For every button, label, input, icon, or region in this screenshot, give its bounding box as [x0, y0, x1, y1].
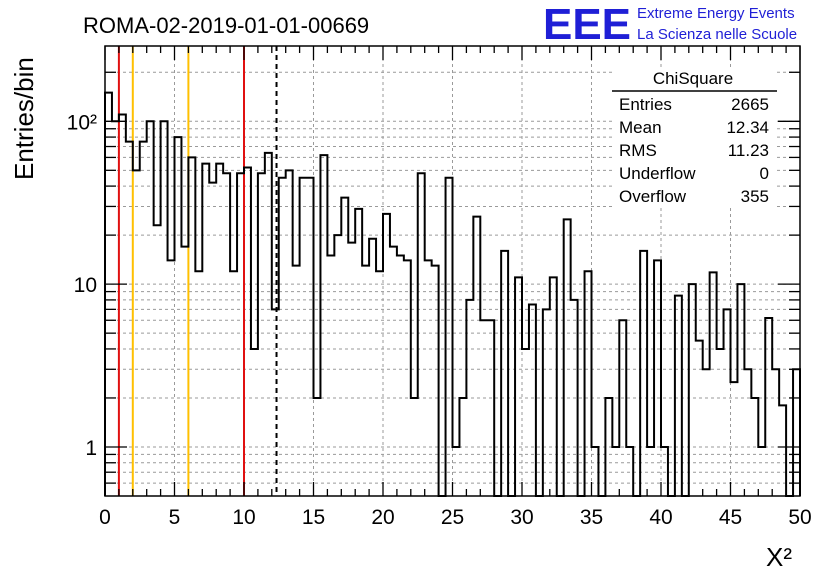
grid [105, 46, 800, 496]
stats-label-entries: Entries [619, 95, 672, 114]
y-tick-label: 10 [74, 274, 97, 297]
logo-subtitle-1: Extreme Energy Events [637, 5, 795, 22]
x-tick-label: 5 [169, 506, 181, 529]
stats-label-underflow: Underflow [619, 164, 696, 183]
x-tick-label: 20 [371, 506, 394, 529]
x-tick-label: 50 [788, 506, 811, 529]
reference-lines [117, 46, 278, 496]
stats-label-overflow: Overflow [619, 187, 687, 206]
run-title: ROMA-02-2019-01-01-00669 [83, 13, 369, 38]
x-tick-labels: 0 5 10 15 20 25 30 35 40 45 50 [99, 506, 812, 529]
x-tick-label: 40 [649, 506, 672, 529]
stats-box-title: ChiSquare [653, 69, 733, 88]
x-tick-label: 10 [232, 506, 255, 529]
stats-value-underflow: 0 [760, 164, 769, 183]
x-tick-label: 30 [510, 506, 533, 529]
stats-label-mean: Mean [619, 118, 662, 137]
stats-value-overflow: 355 [741, 187, 769, 206]
x-tick-label: 35 [580, 506, 603, 529]
x-tick-label: 45 [719, 506, 742, 529]
x-tick-label: 25 [441, 506, 464, 529]
stats-label-rms: RMS [619, 141, 657, 160]
x-axis-label: X² [766, 542, 792, 572]
axis-ticks [104, 46, 801, 496]
stats-value-rms: 11.23 [728, 141, 769, 160]
stats-value-mean: 12.34 [726, 118, 769, 137]
stats-value-entries: 2665 [731, 95, 769, 114]
y-tick-label: 10² [67, 111, 97, 134]
stats-box-background [612, 67, 777, 207]
logo-subtitle-2: La Scienza nelle Scuole [637, 26, 797, 43]
y-tick-label: 1 [85, 437, 97, 460]
eee-logo: EEE [543, 0, 631, 49]
x-tick-label: 15 [302, 506, 325, 529]
y-tick-labels: 1 10 10² [67, 111, 97, 460]
y-axis-label: Entries/bin [9, 57, 39, 180]
stats-box: ChiSquare Entries 2665 Mean 12.34 RMS 11… [612, 67, 777, 207]
x-tick-label: 0 [99, 506, 111, 529]
